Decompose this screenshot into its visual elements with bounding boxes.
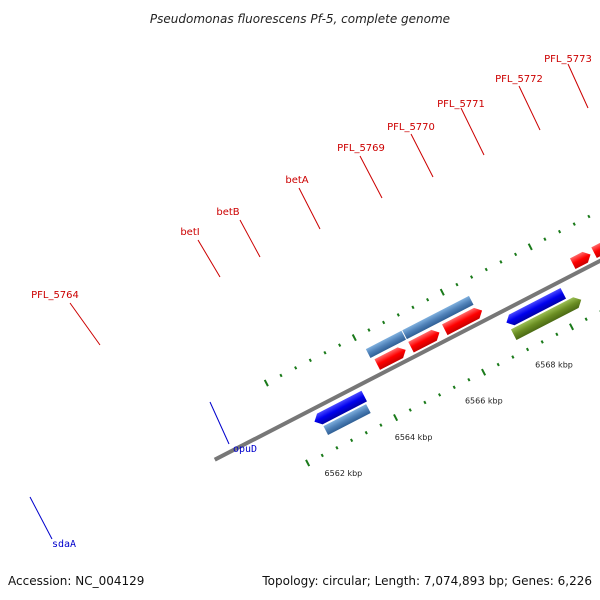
cds-arrow-reverse[interactable] <box>312 390 367 427</box>
minor-tick <box>338 343 342 347</box>
gene-label-pfl-5769[interactable]: PFL_5769 <box>337 143 385 154</box>
cds-arrow-reverse[interactable] <box>504 287 567 328</box>
minor-tick <box>584 317 588 321</box>
gene-label-pfl-5773[interactable]: PFL_5773 <box>544 54 592 65</box>
minor-tick <box>320 453 324 458</box>
minor-tick <box>555 332 559 337</box>
accession-text: Accession: NC_004129 <box>8 574 144 588</box>
gene-bar-sdaa[interactable] <box>323 404 371 435</box>
minor-tick <box>379 423 383 427</box>
cds-arrow[interactable] <box>374 345 408 370</box>
gene-label-pfl-5772[interactable]: PFL_5772 <box>495 74 543 85</box>
minor-tick <box>364 430 368 435</box>
minor-tick <box>525 347 530 352</box>
minor-tick <box>572 222 576 226</box>
minor-tick <box>350 438 354 443</box>
major-tick <box>569 323 575 331</box>
minor-tick <box>467 377 471 382</box>
label-leaders-top <box>69 63 589 346</box>
minor-tick <box>557 229 562 234</box>
minor-tick <box>470 275 474 279</box>
gene-bar-pfl-5764[interactable] <box>402 295 474 340</box>
minor-tick <box>540 340 544 344</box>
minor-tick <box>396 313 400 317</box>
gene-label-beta[interactable]: betA <box>285 175 308 186</box>
kbp-label: 6562 kbp <box>325 469 363 478</box>
minor-tick <box>484 267 488 272</box>
minor-tick <box>423 400 427 405</box>
major-tick <box>439 288 445 296</box>
gene-bar-opud[interactable] <box>510 294 584 340</box>
major-tick <box>481 368 487 376</box>
minor-tick <box>335 446 339 450</box>
kbp-label: 6568 kbp <box>535 360 573 369</box>
minor-tick <box>308 358 312 363</box>
minor-tick <box>294 366 298 370</box>
minor-tick <box>455 282 459 287</box>
minor-tick <box>323 350 327 355</box>
minor-tick <box>543 237 547 242</box>
minor-tick <box>452 385 456 390</box>
minor-tick <box>437 393 442 397</box>
minor-tick <box>514 252 518 257</box>
gene-label-pfl-5770[interactable]: PFL_5770 <box>387 122 435 133</box>
cds-arrow-betb[interactable] <box>591 223 600 259</box>
minor-tick <box>411 305 415 310</box>
tick-track-lower <box>305 309 600 467</box>
gene-label-opud[interactable]: opuD <box>233 444 257 455</box>
tick-track-upper <box>263 214 591 387</box>
minor-tick <box>408 408 412 412</box>
major-tick <box>527 243 533 251</box>
minor-tick <box>511 355 515 359</box>
minor-tick <box>587 214 591 219</box>
label-leaders-bottom <box>29 401 230 540</box>
major-tick <box>305 459 311 467</box>
gene-label-sdaa[interactable]: sdaA <box>52 539 76 550</box>
kbp-label: 6566 kbp <box>465 397 503 406</box>
cds-arrow-beti[interactable] <box>569 249 593 270</box>
major-tick <box>263 379 269 387</box>
minor-tick <box>279 373 283 378</box>
cds-arrow[interactable] <box>442 305 485 336</box>
gene-label-betb[interactable]: betB <box>216 207 239 218</box>
cds-arrow[interactable] <box>408 327 442 353</box>
gene-bar[interactable] <box>365 330 406 358</box>
gene-label-beti[interactable]: betI <box>180 227 199 238</box>
minor-tick <box>367 328 371 332</box>
minor-tick <box>499 260 503 264</box>
gene-label-pfl-5764[interactable]: PFL_5764 <box>31 290 79 301</box>
minor-tick <box>426 297 430 302</box>
minor-tick <box>382 320 386 325</box>
map-title: Pseudomonas fluorescens Pf-5, complete g… <box>150 12 450 26</box>
genome-backbone <box>213 109 600 462</box>
major-tick <box>351 334 357 342</box>
gene-label-pfl-5771[interactable]: PFL_5771 <box>437 99 485 110</box>
kbp-label: 6564 kbp <box>395 433 433 442</box>
genome-summary-text: Topology: circular; Length: 7,074,893 bp… <box>261 574 592 588</box>
minor-tick <box>496 362 500 367</box>
major-tick <box>393 414 399 422</box>
